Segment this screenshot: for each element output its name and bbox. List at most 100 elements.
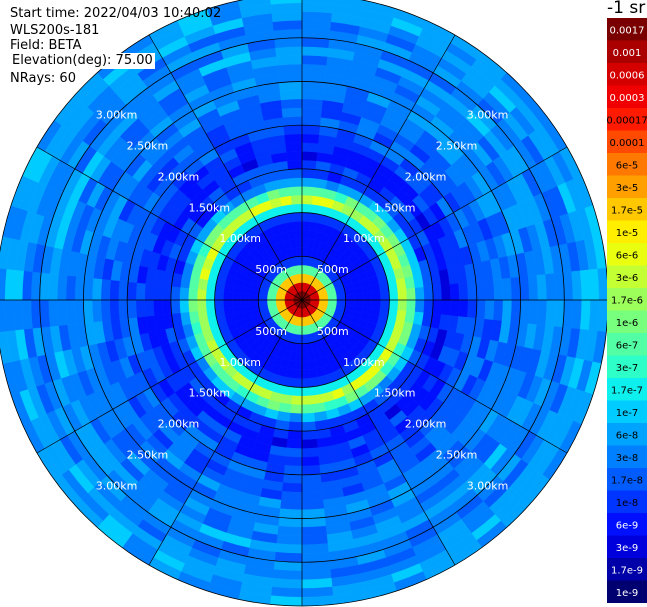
data-cell (249, 299, 259, 306)
data-cell (380, 290, 390, 301)
data-cell (397, 299, 408, 312)
colorbar-tick-label: 1.7e-8 (611, 475, 643, 486)
range-label: 500m (255, 325, 287, 338)
data-cell (274, 37, 303, 49)
data-cell (510, 299, 521, 324)
colorbar-tick-label: 1.7e-9 (611, 565, 643, 576)
colorbar-swatch (607, 333, 647, 356)
data-cell (362, 292, 373, 301)
colorbar-tick-label: 1e-9 (616, 588, 639, 599)
data-cell (309, 368, 319, 379)
colorbar-swatch (607, 468, 647, 491)
field-text: Field: BETA (10, 38, 82, 53)
data-cell (301, 107, 323, 118)
data-cell (48, 299, 59, 327)
range-label: 1.00km (219, 232, 261, 245)
data-cell (371, 291, 381, 301)
data-cell (527, 275, 539, 301)
data-cell (440, 284, 451, 301)
colorbar-tick-label: 1e-6 (616, 318, 639, 329)
azimuth-spoke (301, 299, 568, 454)
data-cell (580, 299, 591, 331)
data-cell (118, 280, 129, 301)
data-cell (13, 299, 24, 331)
range-label: 3.00km (96, 480, 138, 493)
data-cell (214, 299, 224, 310)
data-cell (65, 299, 77, 325)
range-label: 1.50km (189, 387, 231, 400)
colorbar-swatch (607, 288, 647, 311)
data-cell (388, 289, 399, 301)
colorbar-swatch (607, 243, 647, 266)
azimuth-spoke (148, 34, 303, 301)
colorbar-tick-label: 1.7e-5 (611, 205, 643, 216)
data-cell (301, 386, 313, 397)
data-cell (275, 543, 303, 554)
data-cell (170, 299, 181, 314)
range-label: 2.00km (405, 170, 447, 183)
data-cell (301, 11, 333, 22)
data-cell (510, 276, 521, 301)
colorbar-swatch (607, 490, 647, 514)
range-label: 3.00km (467, 480, 509, 493)
data-cell (301, 482, 323, 493)
colorbar-swatch (607, 400, 647, 424)
data-cell (279, 499, 303, 511)
data-cell (345, 294, 355, 301)
colorbar-swatch (607, 153, 647, 176)
data-cell (109, 279, 120, 301)
data-cell (536, 299, 548, 326)
colorbar-swatch (607, 423, 647, 446)
colorbar-tick-label: 3e-9 (616, 543, 639, 554)
data-cell (301, 534, 328, 546)
data-cell (205, 289, 216, 301)
data-cell (188, 299, 198, 313)
data-cell (301, 404, 315, 414)
data-cell (484, 279, 495, 301)
data-cell (597, 267, 607, 301)
data-cell (39, 299, 51, 328)
data-cell (285, 221, 295, 232)
data-cell (65, 275, 77, 301)
nrays-text: NRays: 60 (10, 71, 76, 86)
data-cell (580, 269, 591, 301)
data-cell (270, 0, 303, 5)
colorbar-swatch (607, 378, 647, 401)
data-cell (288, 421, 303, 432)
data-cell (272, 20, 303, 31)
data-cell (414, 286, 425, 301)
colorbar-swatch (607, 85, 647, 109)
data-cell (295, 238, 303, 249)
data-cell (301, 37, 330, 49)
data-cell (280, 491, 303, 502)
data-cell (109, 299, 120, 321)
data-cell (475, 280, 486, 301)
data-cell (301, 2, 334, 14)
data-cell (301, 569, 332, 580)
data-cell (170, 286, 181, 301)
data-cell (493, 299, 504, 322)
data-cell (278, 508, 303, 519)
data-cell (545, 273, 556, 301)
data-cell (301, 194, 314, 205)
data-cell (432, 299, 443, 315)
data-cell (301, 378, 312, 388)
data-cell (280, 98, 303, 109)
data-cell (293, 221, 303, 231)
colorbar-swatch (607, 265, 647, 289)
data-cell (144, 283, 155, 301)
data-cell (301, 116, 322, 127)
range-label: 500m (255, 263, 287, 276)
data-cell (287, 430, 303, 441)
range-label: 1.00km (343, 232, 385, 245)
data-cell (588, 268, 600, 301)
data-cell (271, 11, 303, 22)
data-cell (449, 299, 460, 317)
range-label: 2.00km (158, 170, 200, 183)
azimuth-spoke (36, 146, 303, 301)
colorbar-tick-label: 1e-5 (616, 228, 639, 239)
data-cell (370, 283, 381, 293)
colorbar: 0.0017 0.001 0.0006 0.0003 0.00017 0.0001 6e-5… (607, 18, 647, 603)
polar-ppi-plot: 500m 500m 500m 500m 1.00km 1.00km 1.00km 1.00km… (0, 0, 607, 607)
range-label: 2.50km (436, 449, 478, 462)
